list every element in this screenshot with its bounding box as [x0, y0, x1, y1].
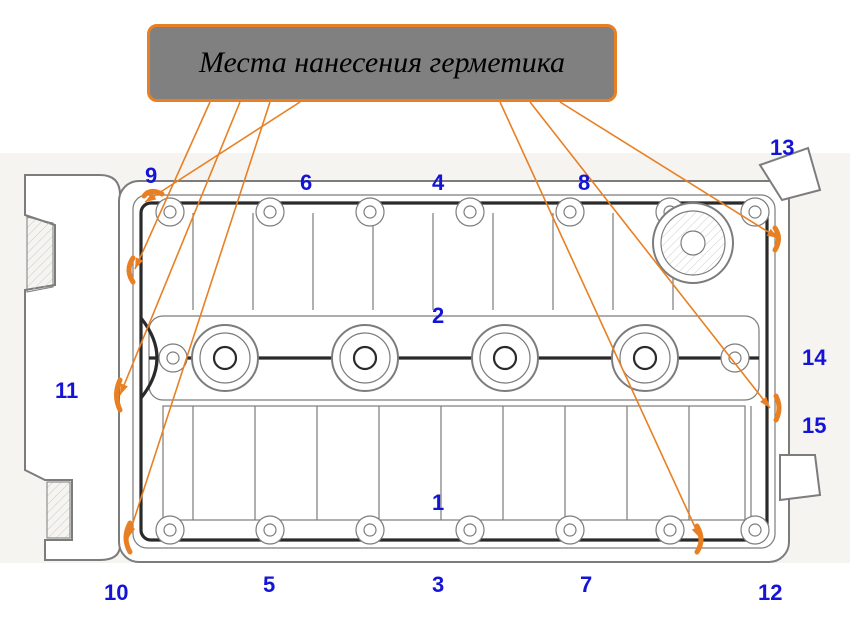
sequence-number-13: 13 — [770, 135, 794, 161]
sequence-number-5: 5 — [263, 572, 275, 598]
sequence-number-10: 10 — [104, 580, 128, 606]
sequence-number-12: 12 — [758, 580, 782, 606]
callout-title-text: Места нанесения герметика — [199, 46, 565, 80]
sequence-number-3: 3 — [432, 572, 444, 598]
sequence-number-1: 1 — [432, 490, 444, 516]
sequence-number-9: 9 — [145, 163, 157, 189]
sequence-number-8: 8 — [578, 170, 590, 196]
sequence-number-11: 11 — [55, 378, 78, 404]
sequence-number-2: 2 — [432, 303, 444, 329]
callout-title-box: Места нанесения герметика — [147, 24, 617, 102]
sequence-number-7: 7 — [580, 572, 592, 598]
sequence-number-15: 15 — [802, 413, 826, 439]
sequence-number-4: 4 — [432, 170, 444, 196]
sequence-number-14: 14 — [802, 345, 826, 371]
sequence-number-6: 6 — [300, 170, 312, 196]
diagram-background-band — [0, 153, 850, 563]
